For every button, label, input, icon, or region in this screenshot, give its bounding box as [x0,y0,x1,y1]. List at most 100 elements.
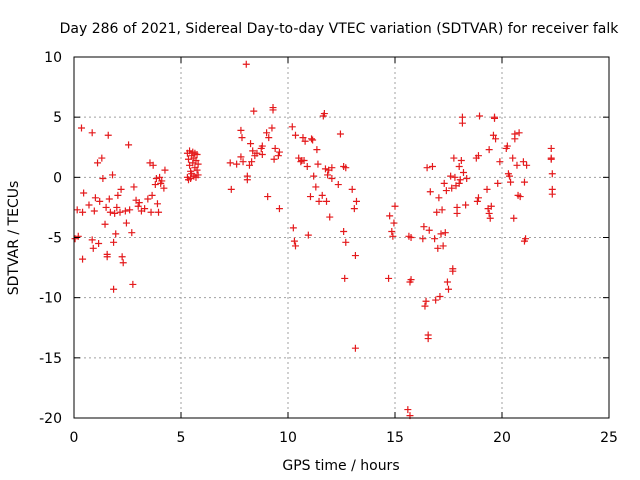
data-point [102,203,110,211]
data-point [128,229,136,237]
data-point [441,229,449,237]
data-point [271,144,279,152]
data-point [435,194,443,202]
data-point [548,170,556,178]
data-point [109,171,117,179]
data-point [547,144,555,152]
data-point [103,253,111,261]
data-point [351,344,359,352]
data-point [194,171,202,179]
data-point [106,208,114,216]
data-point [437,230,445,238]
data-point [88,129,96,137]
chart-title: Day 286 of 2021, Sidereal Day-to-day VTE… [60,21,620,37]
data-point [342,238,350,246]
x-axis-ticks: 0 5 10 15 20 25 [70,57,618,446]
data-point [463,175,471,183]
data-point [407,234,415,241]
data-point [457,156,465,164]
data-point [473,197,481,205]
data-point [407,276,415,284]
data-point [428,163,436,171]
data-point [95,240,103,248]
data-point [79,208,87,216]
data-point [275,205,283,213]
data-point [391,202,399,210]
data-point [492,135,500,143]
data-point [328,175,336,183]
data-point [297,158,305,166]
data-point [134,202,142,210]
x-tick-label: 0 [70,430,79,446]
data-point [458,119,466,127]
data-point [194,160,202,168]
data-point [110,238,118,246]
data-point [422,297,430,305]
y-axis-label: SDTVAR / TECUs [6,181,22,296]
data-point [110,285,118,293]
y-tick-label: 10 [44,50,62,66]
data-point [425,226,433,234]
data-point [233,160,241,168]
data-point [389,232,397,240]
data-point [158,177,166,185]
data-point [135,199,143,207]
data-point [442,187,450,195]
data-point [112,230,120,238]
x-tick-label: 15 [386,430,404,446]
data-point [155,208,163,216]
data-point [547,155,555,163]
data-point [290,237,298,245]
data-point [456,176,464,184]
data-point [431,235,439,243]
data-point [390,219,398,227]
data-point [451,173,459,181]
data-point [419,235,427,243]
data-point [105,195,113,203]
data-point [227,185,235,193]
data-point [519,158,527,166]
data-point [434,244,442,252]
data-point [455,163,463,171]
data-point [511,130,519,138]
data-point [489,131,497,139]
data-point [243,176,251,184]
data-point [485,209,493,217]
data-point [88,236,96,244]
y-tick-label: 5 [53,110,62,126]
x-tick-label: 20 [493,430,511,446]
data-point [324,171,332,179]
data-point [474,194,482,202]
data-point [247,140,255,148]
data-point [253,149,261,157]
data-point [476,112,484,120]
data-point [336,130,344,138]
data-point [192,156,200,164]
data-point [328,164,336,172]
data-point [348,185,356,193]
data-point [274,152,282,160]
data-point [306,193,314,201]
data-point [303,163,311,171]
data-point [326,213,334,221]
y-tick-label: -20 [39,411,62,427]
data-point [385,274,393,282]
data-point [122,219,130,227]
data-point [423,164,431,172]
data-point [309,136,317,144]
data-point [426,188,434,196]
data-point [443,278,451,286]
data-point [485,146,493,154]
data-point [486,214,494,222]
data-point [487,202,495,210]
data-point [404,406,412,414]
data-point [507,178,515,186]
data-point [91,194,99,202]
data-point [104,131,112,139]
y-tick-label: 0 [53,170,62,186]
data-point [161,166,169,174]
data-point [147,208,155,216]
y-tick-label: -5 [48,231,62,247]
data-point [117,185,125,193]
data-point [152,175,160,183]
